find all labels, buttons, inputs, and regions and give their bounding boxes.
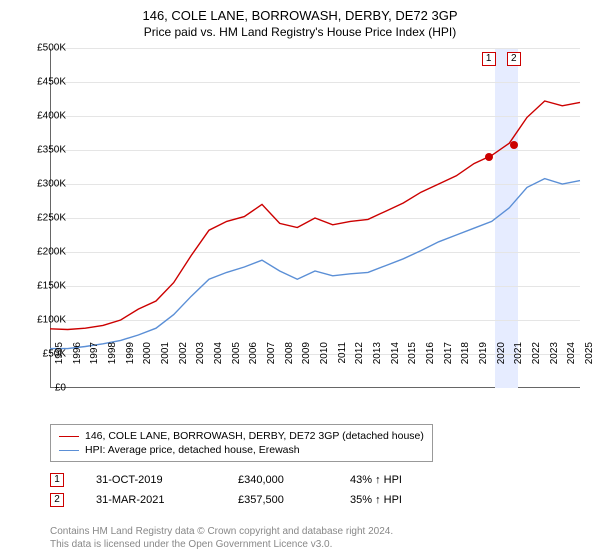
x-tick-label: 2009 — [301, 342, 312, 364]
legend-label: HPI: Average price, detached house, Erew… — [85, 444, 300, 456]
sales-row-price: £357,500 — [238, 494, 318, 506]
legend-label: 146, COLE LANE, BORROWASH, DERBY, DE72 3… — [85, 430, 424, 442]
sales-table: 1 31-OCT-2019 £340,000 43% ↑ HPI 2 31-MAR-202… — [50, 470, 402, 510]
x-tick-label: 2023 — [549, 342, 560, 364]
x-tick-label: 2007 — [266, 342, 277, 364]
sale-marker-box: 2 — [507, 52, 521, 66]
legend-item: 146, COLE LANE, BORROWASH, DERBY, DE72 3… — [59, 429, 424, 443]
x-tick-label: 2000 — [142, 342, 153, 364]
sale-marker-dot — [485, 153, 493, 161]
chart-lines — [50, 48, 580, 388]
x-tick-label: 2004 — [213, 342, 224, 364]
x-tick-label: 1999 — [125, 342, 136, 364]
x-tick-label: 2025 — [584, 342, 595, 364]
footnote-line: Contains HM Land Registry data © Crown c… — [50, 525, 393, 538]
x-tick-label: 2011 — [337, 342, 348, 364]
x-tick-label: 2012 — [354, 342, 365, 364]
x-tick-label: 2005 — [231, 342, 242, 364]
x-tick-label: 2020 — [496, 342, 507, 364]
y-tick-label: £0 — [55, 383, 66, 394]
x-tick-label: 2001 — [160, 342, 171, 364]
x-tick-label: 2003 — [195, 342, 206, 364]
y-tick-label: £450K — [37, 77, 66, 88]
legend-swatch — [59, 450, 79, 451]
sales-row-price: £340,000 — [238, 474, 318, 486]
x-tick-label: 1996 — [72, 342, 83, 364]
sales-row: 2 31-MAR-2021 £357,500 35% ↑ HPI — [50, 490, 402, 510]
x-tick-label: 2019 — [478, 342, 489, 364]
legend-swatch — [59, 436, 79, 437]
x-tick-label: 2021 — [513, 342, 524, 364]
x-tick-label: 2018 — [460, 342, 471, 364]
sales-row-diff: 35% ↑ HPI — [350, 494, 402, 506]
sales-row-box: 1 — [50, 473, 64, 487]
footnote-line: This data is licensed under the Open Gov… — [50, 538, 393, 551]
y-tick-label: £300K — [37, 179, 66, 190]
sales-row-diff: 43% ↑ HPI — [350, 474, 402, 486]
x-tick-label: 2013 — [372, 342, 383, 364]
page-title: 146, COLE LANE, BORROWASH, DERBY, DE72 3… — [0, 0, 600, 23]
x-tick-label: 2016 — [425, 342, 436, 364]
x-tick-label: 2015 — [407, 342, 418, 364]
x-tick-label: 2010 — [319, 342, 330, 364]
x-tick-label: 2017 — [443, 342, 454, 364]
legend-item: HPI: Average price, detached house, Erew… — [59, 443, 424, 457]
y-tick-label: £150K — [37, 281, 66, 292]
y-tick-label: £350K — [37, 145, 66, 156]
sale-marker-dot — [510, 141, 518, 149]
sales-row-date: 31-OCT-2019 — [96, 474, 206, 486]
sales-row-date: 31-MAR-2021 — [96, 494, 206, 506]
y-tick-label: £200K — [37, 247, 66, 258]
x-tick-label: 1998 — [107, 342, 118, 364]
x-tick-label: 1995 — [54, 342, 65, 364]
x-tick-label: 2014 — [390, 342, 401, 364]
legend: 146, COLE LANE, BORROWASH, DERBY, DE72 3… — [50, 424, 433, 462]
chart: 12 — [50, 48, 580, 388]
x-tick-label: 2024 — [566, 342, 577, 364]
sales-row: 1 31-OCT-2019 £340,000 43% ↑ HPI — [50, 470, 402, 490]
footnote: Contains HM Land Registry data © Crown c… — [50, 525, 393, 551]
x-tick-label: 2006 — [248, 342, 259, 364]
sale-marker-box: 1 — [482, 52, 496, 66]
y-tick-label: £500K — [37, 43, 66, 54]
page-subtitle: Price paid vs. HM Land Registry's House … — [0, 23, 600, 45]
sales-row-box: 2 — [50, 493, 64, 507]
x-tick-label: 2022 — [531, 342, 542, 364]
series-hpi — [50, 179, 580, 349]
y-tick-label: £100K — [37, 315, 66, 326]
x-tick-label: 1997 — [89, 342, 100, 364]
x-tick-label: 2002 — [178, 342, 189, 364]
y-tick-label: £400K — [37, 111, 66, 122]
y-tick-label: £250K — [37, 213, 66, 224]
x-tick-label: 2008 — [284, 342, 295, 364]
